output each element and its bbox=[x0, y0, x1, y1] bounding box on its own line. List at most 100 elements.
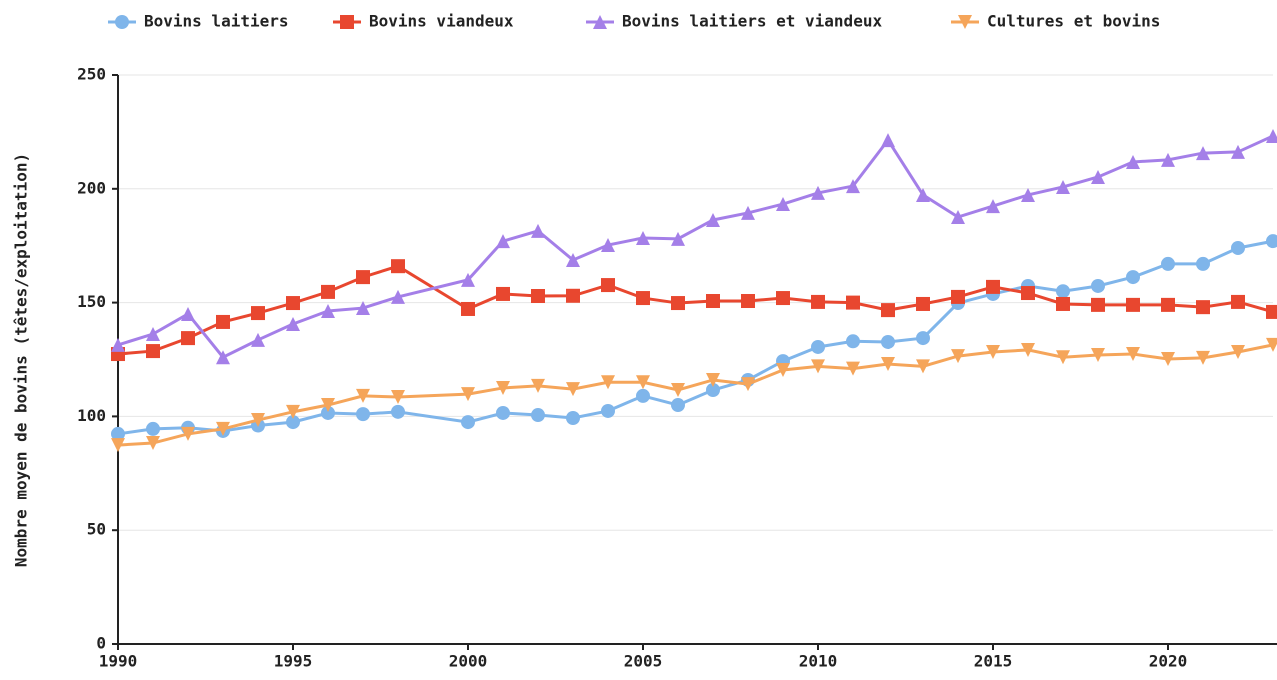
marker bbox=[391, 404, 405, 419]
marker bbox=[881, 334, 895, 349]
marker bbox=[1196, 350, 1210, 365]
marker bbox=[531, 288, 545, 303]
marker bbox=[846, 295, 860, 310]
marker bbox=[636, 375, 650, 390]
marker bbox=[951, 289, 965, 304]
marker bbox=[1126, 297, 1140, 312]
marker bbox=[251, 306, 265, 321]
marker bbox=[881, 357, 895, 372]
marker bbox=[1126, 270, 1140, 285]
legend-label: Cultures et bovins bbox=[987, 12, 1160, 31]
marker bbox=[461, 387, 475, 402]
marker bbox=[881, 133, 895, 148]
marker bbox=[1161, 352, 1175, 367]
marker bbox=[531, 408, 545, 423]
marker bbox=[566, 410, 580, 425]
marker bbox=[391, 289, 405, 304]
y-tick-label: 250 bbox=[77, 65, 106, 84]
marker bbox=[846, 361, 860, 376]
marker bbox=[111, 426, 125, 441]
marker bbox=[286, 296, 300, 311]
marker bbox=[1056, 296, 1070, 311]
marker bbox=[391, 390, 405, 405]
marker bbox=[1231, 144, 1245, 159]
marker bbox=[951, 210, 965, 225]
marker bbox=[321, 304, 335, 319]
marker bbox=[356, 270, 370, 285]
marker bbox=[321, 398, 335, 413]
marker bbox=[531, 223, 545, 238]
marker bbox=[146, 436, 160, 451]
marker bbox=[356, 407, 370, 422]
marker bbox=[636, 291, 650, 306]
marker bbox=[496, 405, 510, 420]
marker bbox=[286, 404, 300, 419]
marker bbox=[1266, 128, 1277, 143]
marker bbox=[601, 403, 615, 418]
x-tick-label: 2015 bbox=[974, 652, 1013, 671]
marker bbox=[706, 212, 720, 227]
marker bbox=[251, 332, 265, 347]
legend-label: Bovins laitiers et viandeux bbox=[622, 12, 882, 31]
legend-marker bbox=[958, 15, 972, 29]
marker bbox=[601, 278, 615, 293]
x-tick-label: 1995 bbox=[274, 652, 313, 671]
marker bbox=[1231, 344, 1245, 359]
x-tick-label: 2005 bbox=[624, 652, 663, 671]
marker bbox=[1266, 304, 1277, 319]
x-tick-label: 2020 bbox=[1149, 652, 1188, 671]
marker bbox=[986, 344, 1000, 359]
marker bbox=[461, 272, 475, 287]
marker bbox=[566, 288, 580, 303]
marker bbox=[846, 334, 860, 349]
marker bbox=[1091, 278, 1105, 293]
marker bbox=[846, 179, 860, 194]
marker bbox=[1091, 347, 1105, 362]
marker bbox=[1056, 284, 1070, 299]
marker bbox=[741, 377, 755, 392]
marker bbox=[671, 231, 685, 246]
legend-marker bbox=[340, 15, 354, 29]
marker bbox=[1161, 152, 1175, 167]
marker bbox=[461, 415, 475, 430]
marker bbox=[601, 238, 615, 253]
marker bbox=[496, 234, 510, 249]
marker bbox=[636, 388, 650, 403]
x-tick-label: 2000 bbox=[449, 652, 488, 671]
marker bbox=[286, 316, 300, 331]
marker bbox=[391, 259, 405, 274]
marker bbox=[461, 301, 475, 316]
y-tick-label: 150 bbox=[77, 292, 106, 311]
marker bbox=[496, 380, 510, 395]
marker bbox=[916, 296, 930, 311]
marker bbox=[1231, 294, 1245, 309]
marker bbox=[811, 185, 825, 200]
marker bbox=[776, 362, 790, 377]
marker bbox=[776, 291, 790, 306]
marker bbox=[1091, 169, 1105, 184]
marker bbox=[566, 382, 580, 397]
marker bbox=[1161, 256, 1175, 271]
x-tick-label: 2010 bbox=[799, 652, 838, 671]
series-line bbox=[117, 343, 1274, 447]
marker bbox=[986, 279, 1000, 294]
marker bbox=[1266, 234, 1277, 249]
marker bbox=[1056, 350, 1070, 365]
marker bbox=[671, 398, 685, 413]
marker bbox=[181, 306, 195, 321]
marker bbox=[1021, 286, 1035, 301]
marker bbox=[496, 286, 510, 301]
marker bbox=[741, 294, 755, 309]
marker bbox=[811, 294, 825, 309]
marker bbox=[356, 301, 370, 316]
marker bbox=[1196, 300, 1210, 315]
marker bbox=[776, 197, 790, 212]
marker bbox=[251, 413, 265, 428]
marker bbox=[601, 375, 615, 390]
marker bbox=[356, 388, 370, 403]
y-tick-label: 0 bbox=[96, 634, 106, 653]
marker bbox=[741, 205, 755, 220]
marker bbox=[146, 421, 160, 436]
marker bbox=[636, 230, 650, 245]
